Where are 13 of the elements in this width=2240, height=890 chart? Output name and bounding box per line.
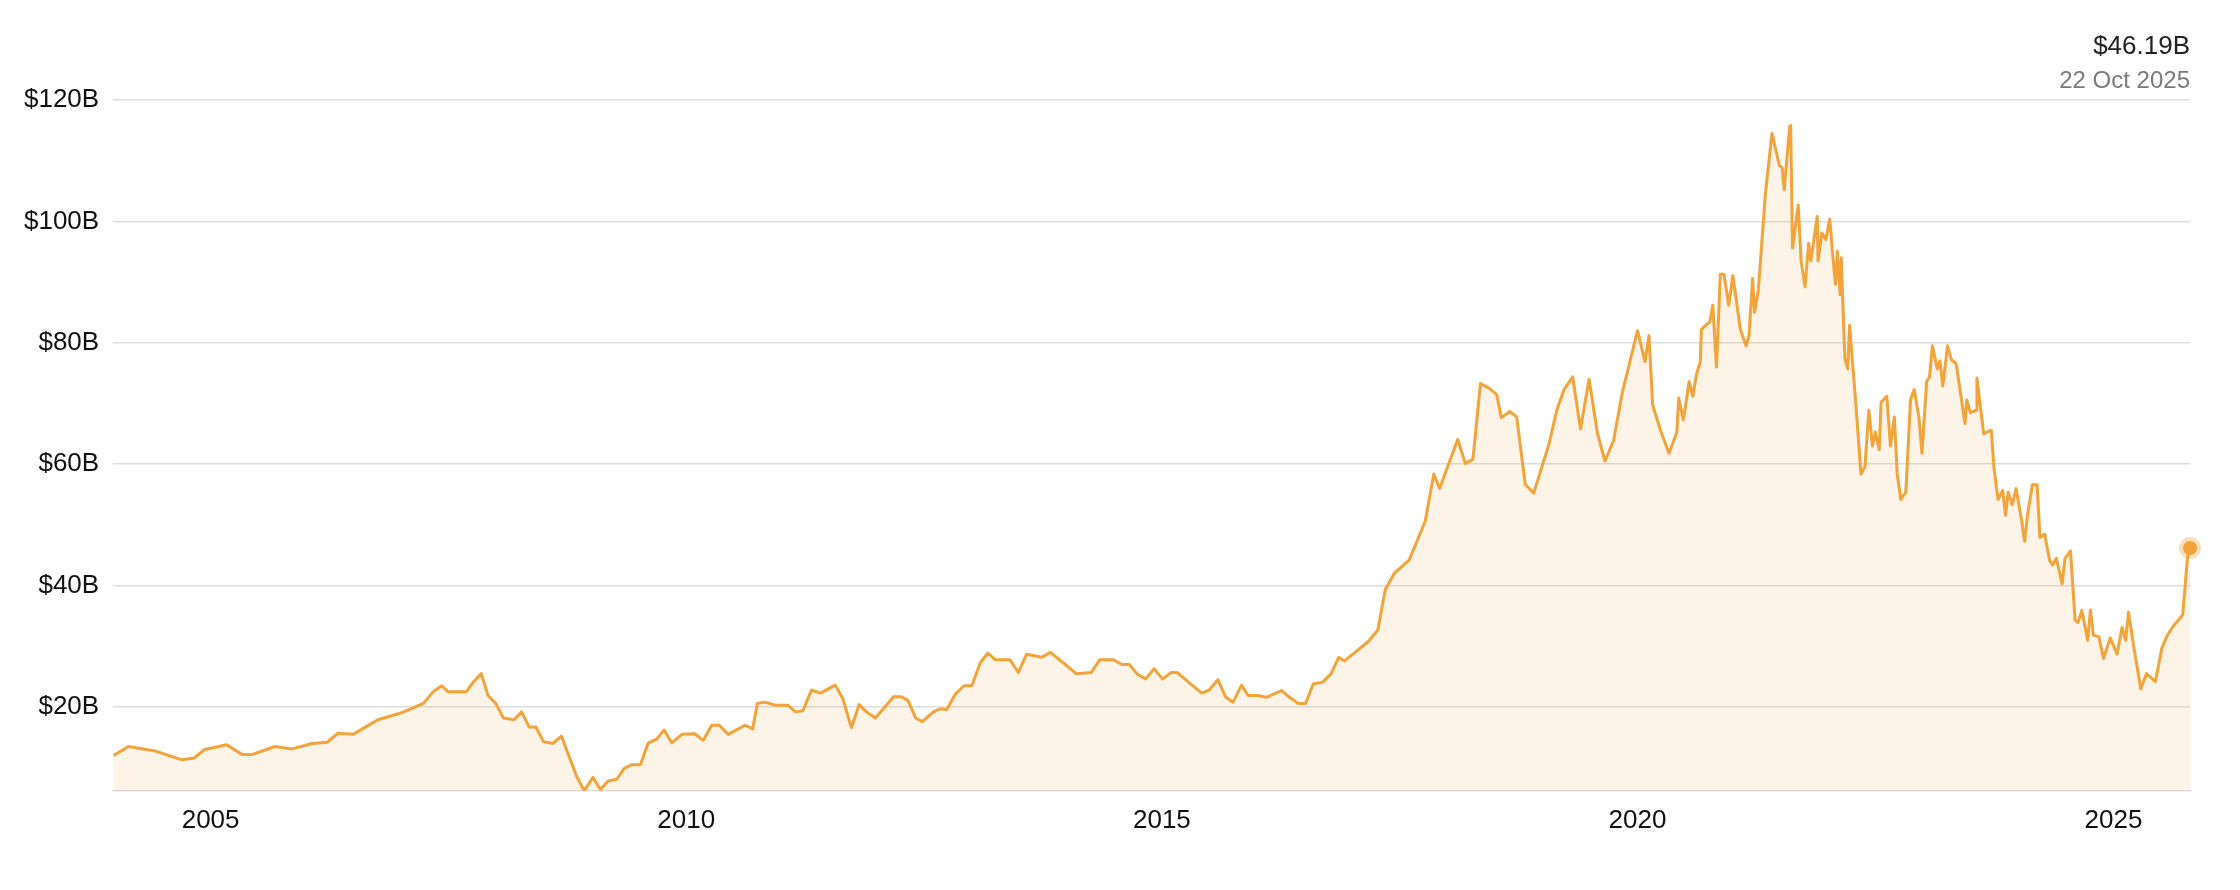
text: $46.19B <box>2093 30 2190 60</box>
y-tick-label: $60B <box>38 447 100 478</box>
y-tick-label: $120B <box>23 83 100 114</box>
x-tick-label: 2005 <box>181 803 240 834</box>
x-tick-label: 2020 <box>1608 803 1667 834</box>
y-tick-label: $80B <box>38 325 100 356</box>
x-tick-label: 2010 <box>657 803 716 834</box>
x-tick-label: 2025 <box>2084 803 2143 834</box>
y-tick-label: $40B <box>38 568 100 599</box>
y-tick-label: $20B <box>38 690 100 721</box>
y-tick-label: $100B <box>23 204 100 235</box>
text: 22 Oct 2025 <box>2059 66 2190 93</box>
x-tick-label: 2015 <box>1132 803 1191 834</box>
